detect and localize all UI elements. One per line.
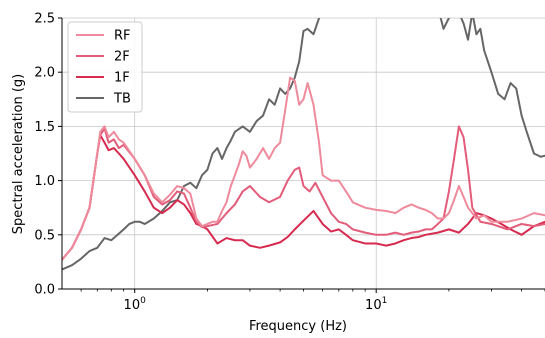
y-tick-label: 1.0	[34, 174, 55, 189]
x-tick-label: 101	[365, 296, 387, 313]
y-axis-label: Spectral acceleration (g)	[11, 74, 26, 234]
series-line-rf	[62, 76, 545, 261]
x-axis-label: Frequency (Hz)	[249, 319, 347, 334]
y-tick-label: 1.5	[34, 120, 55, 135]
tick-labels: 0.0 0.5 1.0 1.5 2.0 2.5 100 101	[34, 12, 387, 314]
y-tick-label: 0.5	[34, 228, 55, 243]
series-line-1f	[62, 134, 545, 261]
legend-label-rf: RF	[114, 29, 131, 44]
legend-label-1f: 1F	[114, 71, 130, 86]
axes	[58, 17, 545, 293]
series-line-tb	[62, 18, 545, 271]
series-group	[62, 18, 545, 271]
y-tick-label: 0.0	[34, 283, 55, 298]
y-tick-label: 2.5	[34, 12, 55, 27]
legend-label-tb: TB	[113, 92, 131, 107]
legend-label-2f: 2F	[114, 50, 130, 65]
legend: RF 2F 1F TB	[67, 21, 143, 113]
x-tick-label: 100	[124, 296, 147, 313]
y-tick-label: 2.0	[34, 66, 55, 81]
legend-box	[67, 21, 143, 113]
